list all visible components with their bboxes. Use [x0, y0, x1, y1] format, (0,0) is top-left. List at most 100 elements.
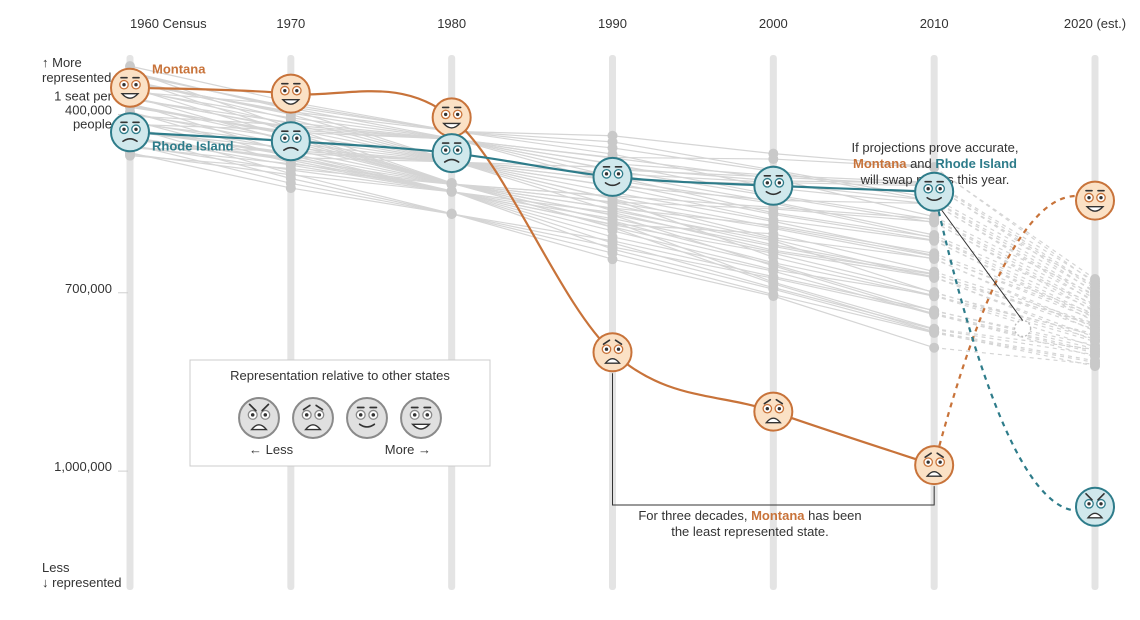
face-circle — [239, 398, 279, 438]
face-pupil — [283, 136, 286, 139]
face-pupil — [295, 89, 298, 92]
bg-state-dot — [768, 149, 778, 159]
face-pupil — [444, 113, 447, 116]
bg-state-dot — [929, 253, 939, 263]
bg-state-line-proj — [934, 219, 1095, 301]
bg-state-dot — [929, 327, 939, 337]
face-pupil — [264, 413, 268, 417]
legend-face — [401, 398, 441, 438]
face-pupil — [456, 148, 459, 151]
legend-face — [239, 398, 279, 438]
face-circle — [594, 333, 632, 371]
face-pupil — [456, 113, 459, 116]
bg-state-dot — [608, 254, 618, 264]
face-montana-1980 — [433, 98, 471, 136]
face-pupil — [778, 181, 781, 184]
x-axis-label: 1990 — [598, 16, 627, 31]
face-pupil — [938, 187, 941, 190]
face-montana-1960 — [111, 69, 149, 107]
face-rhode_island-2000 — [754, 167, 792, 205]
face-pupil — [938, 460, 941, 463]
face-circle — [594, 158, 632, 196]
x-gridline — [931, 55, 938, 590]
bg-state-line — [130, 92, 934, 167]
face-rhode_island-2010 — [915, 173, 953, 211]
bg-state-dot — [768, 223, 778, 233]
face-pupil — [134, 83, 137, 86]
annotation-three-decades-l2: the least represented state. — [671, 524, 829, 539]
face-rhode_island-1980 — [433, 134, 471, 172]
face-circle — [915, 446, 953, 484]
face-rhode_island-1990 — [594, 158, 632, 196]
bg-state-line-proj — [934, 198, 1095, 285]
bg-state-dot — [768, 291, 778, 301]
annotation-leader — [935, 201, 1023, 320]
face-pupil — [122, 83, 125, 86]
chart-svg: 1960 Census197019801990200020102020 (est… — [0, 0, 1140, 620]
bg-state-dot — [768, 236, 778, 246]
y-context-top: ↑ More — [42, 55, 82, 70]
face-pupil — [444, 148, 447, 151]
face-circle — [915, 173, 953, 211]
face-pupil — [122, 128, 125, 131]
face-circle — [754, 393, 792, 431]
bg-state-dot — [929, 235, 939, 245]
face-pupil — [134, 128, 137, 131]
face-pupil — [1099, 196, 1102, 199]
annotation-swap-l1: If projections prove accurate, — [852, 140, 1019, 155]
face-rhode_island-2020 — [1076, 488, 1114, 526]
face-circle — [293, 398, 333, 438]
bg-state-dot — [768, 261, 778, 271]
bg-state-dot — [929, 272, 939, 282]
x-axis-label: 2020 (est.) — [1064, 16, 1126, 31]
face-pupil — [617, 172, 620, 175]
face-circle — [754, 167, 792, 205]
face-montana-1990 — [594, 333, 632, 371]
face-pupil — [605, 348, 608, 351]
y-context-bottom: ↓ represented — [42, 575, 122, 590]
face-pupil — [766, 407, 769, 410]
x-axis-label: 2000 — [759, 16, 788, 31]
face-montana-2000 — [754, 393, 792, 431]
face-pupil — [1099, 502, 1102, 505]
bg-state-dot — [768, 279, 778, 289]
y-tick-label: 700,000 — [65, 281, 112, 296]
bg-state-dot — [929, 217, 939, 227]
x-axis-label: 1980 — [437, 16, 466, 31]
legend-face — [347, 398, 387, 438]
face-circle — [433, 98, 471, 136]
bg-state-line-proj — [934, 332, 1095, 366]
face-circle — [401, 398, 441, 438]
face-circle — [1076, 182, 1114, 220]
face-pupil — [926, 460, 929, 463]
face-circle — [111, 113, 149, 151]
bg-state-dot — [929, 343, 939, 353]
face-pupil — [766, 181, 769, 184]
bg-state-dot — [447, 178, 457, 188]
face-montana-2010 — [915, 446, 953, 484]
bg-state-dot — [929, 290, 939, 300]
face-pupil — [426, 413, 430, 417]
face-rhode_island-1960 — [111, 113, 149, 151]
face-rhode_island-1970 — [272, 122, 310, 160]
face-circle — [111, 69, 149, 107]
face-pupil — [251, 413, 255, 417]
face-montana-2020 — [1076, 182, 1114, 220]
bg-state-line-proj — [934, 295, 1095, 341]
face-pupil — [305, 413, 309, 417]
y-context-top: represented — [42, 70, 111, 85]
face-circle — [272, 75, 310, 113]
face-pupil — [778, 407, 781, 410]
series-line-proj-montana — [934, 196, 1095, 465]
series-label-rhode_island: Rhode Island — [152, 138, 234, 153]
bg-state-line-proj — [934, 278, 1095, 324]
face-circle — [272, 122, 310, 160]
y-tick-label: 1 seat per — [54, 88, 112, 103]
face-montana-1970 — [272, 75, 310, 113]
x-axis-label: 1970 — [276, 16, 305, 31]
x-axis-label: 1960 Census — [130, 16, 207, 31]
bg-state-dot — [1090, 319, 1100, 329]
face-pupil — [1087, 502, 1090, 505]
bg-state-dot — [608, 244, 618, 254]
representation-chart: 1960 Census197019801990200020102020 (est… — [0, 0, 1140, 620]
